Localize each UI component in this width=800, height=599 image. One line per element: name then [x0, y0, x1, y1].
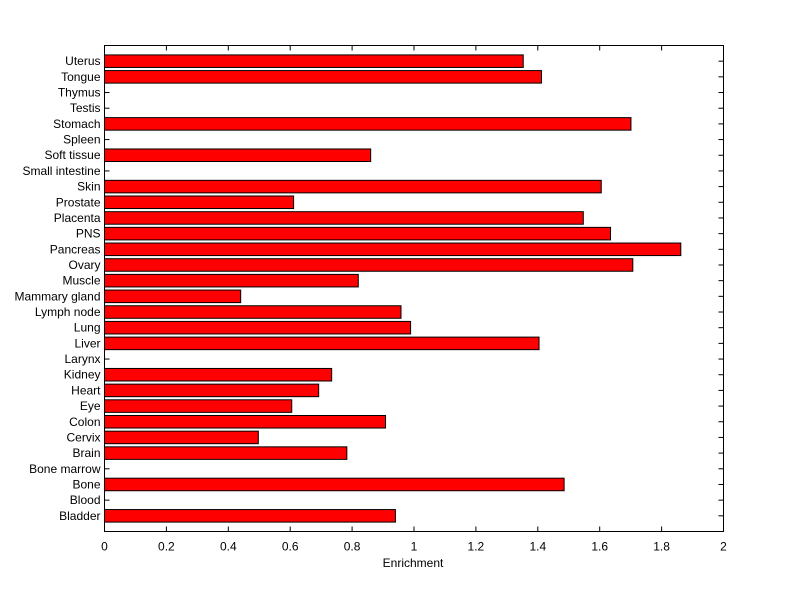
y-tick-label: Bone marrow — [29, 462, 101, 476]
bar-colon — [104, 414, 387, 429]
y-tick-label: Testis — [70, 101, 101, 115]
y-tick-label: Eye — [80, 399, 101, 413]
y-tick-label: Placenta — [54, 211, 101, 225]
bar-liver — [104, 336, 540, 351]
x-tick-label: 0.8 — [344, 540, 361, 554]
y-tick-label: Blood — [70, 493, 101, 507]
bar-mammary-gland — [104, 289, 242, 304]
x-tick-label: 1 — [411, 540, 418, 554]
x-tick-label: 1.4 — [529, 540, 546, 554]
x-tick-label: 0 — [101, 540, 108, 554]
x-tick-labels: 0 0.2 0.4 0.6 0.8 1 1.2 1.4 1.6 1.8 2 — [101, 540, 727, 554]
x-tick-label: 2 — [720, 540, 727, 554]
bar-ovary — [104, 258, 634, 272]
bar-placenta — [104, 211, 584, 225]
x-tick-label: 1.6 — [591, 540, 608, 554]
x-tick-label: 0.6 — [282, 540, 299, 554]
y-tick-label: Uterus — [65, 54, 100, 68]
y-tick-label: Thymus — [58, 86, 101, 100]
y-tick-label: Prostate — [56, 195, 101, 209]
y-tick-label: Colon — [69, 415, 100, 429]
y-tick-label: Skin — [77, 180, 100, 194]
bar-muscle — [104, 273, 359, 288]
y-tick-label: Muscle — [62, 274, 100, 288]
bars — [104, 54, 682, 523]
x-tick-label: 1.2 — [468, 540, 485, 554]
x-tick-label: 0.2 — [158, 540, 175, 554]
bar-lymph-node — [104, 305, 402, 319]
bar-bone — [104, 477, 565, 492]
bar-pns — [104, 226, 612, 241]
bar-pancreas — [104, 242, 682, 257]
y-tick-label: Bone — [72, 477, 100, 491]
y-tick-label: Kidney — [64, 368, 101, 382]
y-tick-label: Cervix — [66, 430, 100, 444]
y-tick-label: Liver — [74, 336, 100, 350]
y-tick-label: Larynx — [64, 352, 100, 366]
x-tick-label: 1.8 — [653, 540, 670, 554]
bar-kidney — [104, 367, 333, 382]
y-tick-label: PNS — [76, 227, 101, 241]
bar-heart — [104, 383, 320, 398]
bar-lung — [104, 320, 412, 335]
y-tick-label: Pancreas — [50, 242, 101, 256]
bar-skin — [104, 179, 602, 194]
x-axis-title: Enrichment — [383, 556, 444, 570]
bar-soft-tissue — [104, 148, 372, 163]
bar-bladder — [104, 509, 396, 523]
y-tick-label: Bladder — [59, 509, 100, 523]
y-tick-label: Heart — [71, 383, 101, 397]
y-tick-label: Brain — [72, 446, 100, 460]
y-tick-label: Spleen — [63, 133, 100, 147]
bar-stomach — [104, 117, 632, 131]
y-tick-label: Mammary gland — [14, 289, 100, 303]
bar-prostate — [104, 195, 295, 210]
bar-brain — [104, 446, 348, 460]
x-tick-label: 0.4 — [220, 540, 237, 554]
bar-cervix — [104, 430, 259, 445]
y-tick-label: Soft tissue — [44, 148, 100, 162]
bar-eye — [104, 399, 293, 413]
bar-tongue — [104, 70, 543, 84]
y-tick-label: Small intestine — [22, 164, 100, 178]
y-tick-label: Stomach — [53, 117, 100, 131]
y-tick-label: Tongue — [61, 70, 101, 84]
y-tick-label: Ovary — [68, 258, 100, 272]
y-tick-label: Lymph node — [35, 305, 101, 319]
y-tick-label: Lung — [74, 321, 101, 335]
bar-uterus — [104, 54, 524, 68]
